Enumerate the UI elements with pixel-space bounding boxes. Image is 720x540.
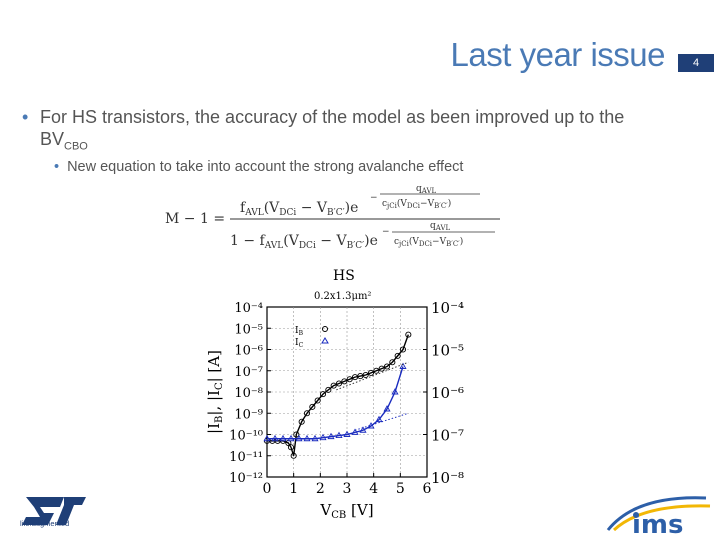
data-point-I_B [309,403,316,410]
st-logo [22,497,86,525]
data-point-I_B [346,376,353,383]
data-point-I_B [383,363,391,370]
data-point-I_B [394,352,401,359]
equation-exp-num: qAVL [416,184,437,195]
bullet-1-main: For HS transistors, the accuracy of the … [40,107,625,149]
model-dotted-ic [354,412,409,431]
data-point-I_B [389,359,396,366]
y-right-tick-label: 10⁻⁶ [431,384,464,402]
data-point-I_B [341,378,348,385]
legend-ib-marker [322,326,328,332]
y-left-tick-label: 10⁻⁷ [234,365,263,380]
data-point-I_C [327,432,335,440]
y-left-tick-label: 10⁻⁶ [234,344,263,359]
model-dotted-ib [336,361,409,391]
y-left-tick-label: 10⁻¹⁰ [229,429,263,444]
legend-ib-label: IB [295,326,304,337]
data-point-I_C [391,388,399,395]
legend-ic-label: IC [295,338,304,349]
slide-title: Last year issue [450,36,666,73]
x-tick-label: 4 [369,481,378,497]
data-point-I_C [335,431,343,439]
y-left-tick-label: 10⁻⁵ [234,322,263,337]
y-left-tick-label: 10⁻⁸ [234,386,263,401]
bullet-1-sub: CBO [64,140,88,153]
data-point-I_C [287,434,295,442]
data-point-I_B [290,452,297,459]
x-tick-label: 6 [423,481,432,497]
data-point-I_C [359,426,367,433]
data-point-I_B [287,444,295,451]
data-point-I_C [343,430,351,437]
equation-exp-minus-2: − [382,227,390,237]
data-point-I_B [367,369,375,376]
data-point-I_B [293,431,300,438]
st-tagline: life.augmented [20,519,70,528]
data-point-I_C [279,434,287,442]
y-right-tick-label: 10⁻⁷ [431,427,464,445]
data-point-I_B [378,365,385,372]
bullet-2-text: New equation to take into account the st… [67,159,464,175]
ims-logo-mark: ims [632,510,683,535]
y-left-tick-label: 10⁻⁴ [234,301,263,316]
chart-label: HS [333,268,355,284]
data-point-I_C [319,433,327,441]
data-point-I_C [399,362,407,369]
data-point-I_B [362,371,369,379]
avalanche-equation: M − 1 = fAVL(VDCi − VB′C′)e − qAVL cjCi(… [165,184,500,251]
equation-lhs: M − 1 = [165,211,225,227]
x-tick-label: 1 [289,481,298,497]
equation-exp-den: cjCi(VDCi−VB′C′) [382,198,451,210]
ims-logo: ims [606,496,711,535]
y-left-tick-label: 10⁻¹¹ [229,450,263,465]
hs-avalanche-chart: 0 1 2 3 4 5 6 10⁻⁴ 10⁻⁵ 10⁻⁶ 10⁻⁷ 10⁻⁸ 10⁻⁹ 10⁻¹⁰ 10⁻¹… [205,299,464,521]
data-point-I_B [399,346,407,353]
legend-ic-marker [321,337,329,344]
bullet-dot-icon: • [22,107,29,127]
data-point-I_B [303,410,311,417]
bullet-2: • New equation to take into account the s… [54,159,463,175]
y-right-tick-label: 10⁻⁴ [431,299,464,317]
data-point-I_B [298,418,305,425]
y-left-tick-label: 10⁻⁹ [234,407,263,422]
x-axis-label: VCB [V] [319,501,373,521]
equation-numerator: fAVL(VDCi − VB′C′)e [240,200,358,218]
page-number: 4 [678,54,714,72]
data-point-I_B [373,367,380,374]
x-tick-label: 2 [316,481,325,497]
bullet-1-text: For HS transistors, the accuracy of the … [40,106,670,158]
data-point-I_B [325,386,332,393]
data-point-I_C [383,405,391,412]
bullet-dot-icon: • [54,159,60,175]
x-tick-label: 3 [343,481,352,497]
data-point-I_B [319,391,327,398]
x-tick-label: 0 [263,481,272,497]
data-point-I_C [271,434,279,442]
y-axis-label: |IB|, |IC| [A] [205,350,225,434]
data-point-I_C [351,428,359,435]
x-tick-label: 5 [396,481,405,497]
data-point-I_C [263,434,271,442]
data-point-I_C [303,434,311,442]
chart-sublabel: 0.2x1.3μm² [314,291,372,302]
data-point-I_B [335,380,343,387]
data-point-I_B [330,382,337,389]
series-line-I_C [267,366,404,440]
equation-denominator: 1 − fAVL(VDCi − VB′C′)e [230,233,378,251]
data-point-I_C [295,434,303,442]
y-left-tick-label: 10⁻¹² [229,471,263,486]
series-line-I_B [267,334,409,456]
y-right-tick-label: 10⁻⁵ [431,342,464,360]
data-point-I_B [314,397,321,404]
data-point-I_C [375,415,383,423]
equation-exp-num-2: qAVL [430,221,451,232]
equation-exp-minus: − [370,193,378,203]
data-point-I_C [311,434,319,442]
data-point-I_B [405,331,412,338]
equation-exp-den-2: cjCi(VDCi−VB′C′) [394,236,463,248]
y-right-tick-label: 10⁻⁸ [431,469,464,487]
